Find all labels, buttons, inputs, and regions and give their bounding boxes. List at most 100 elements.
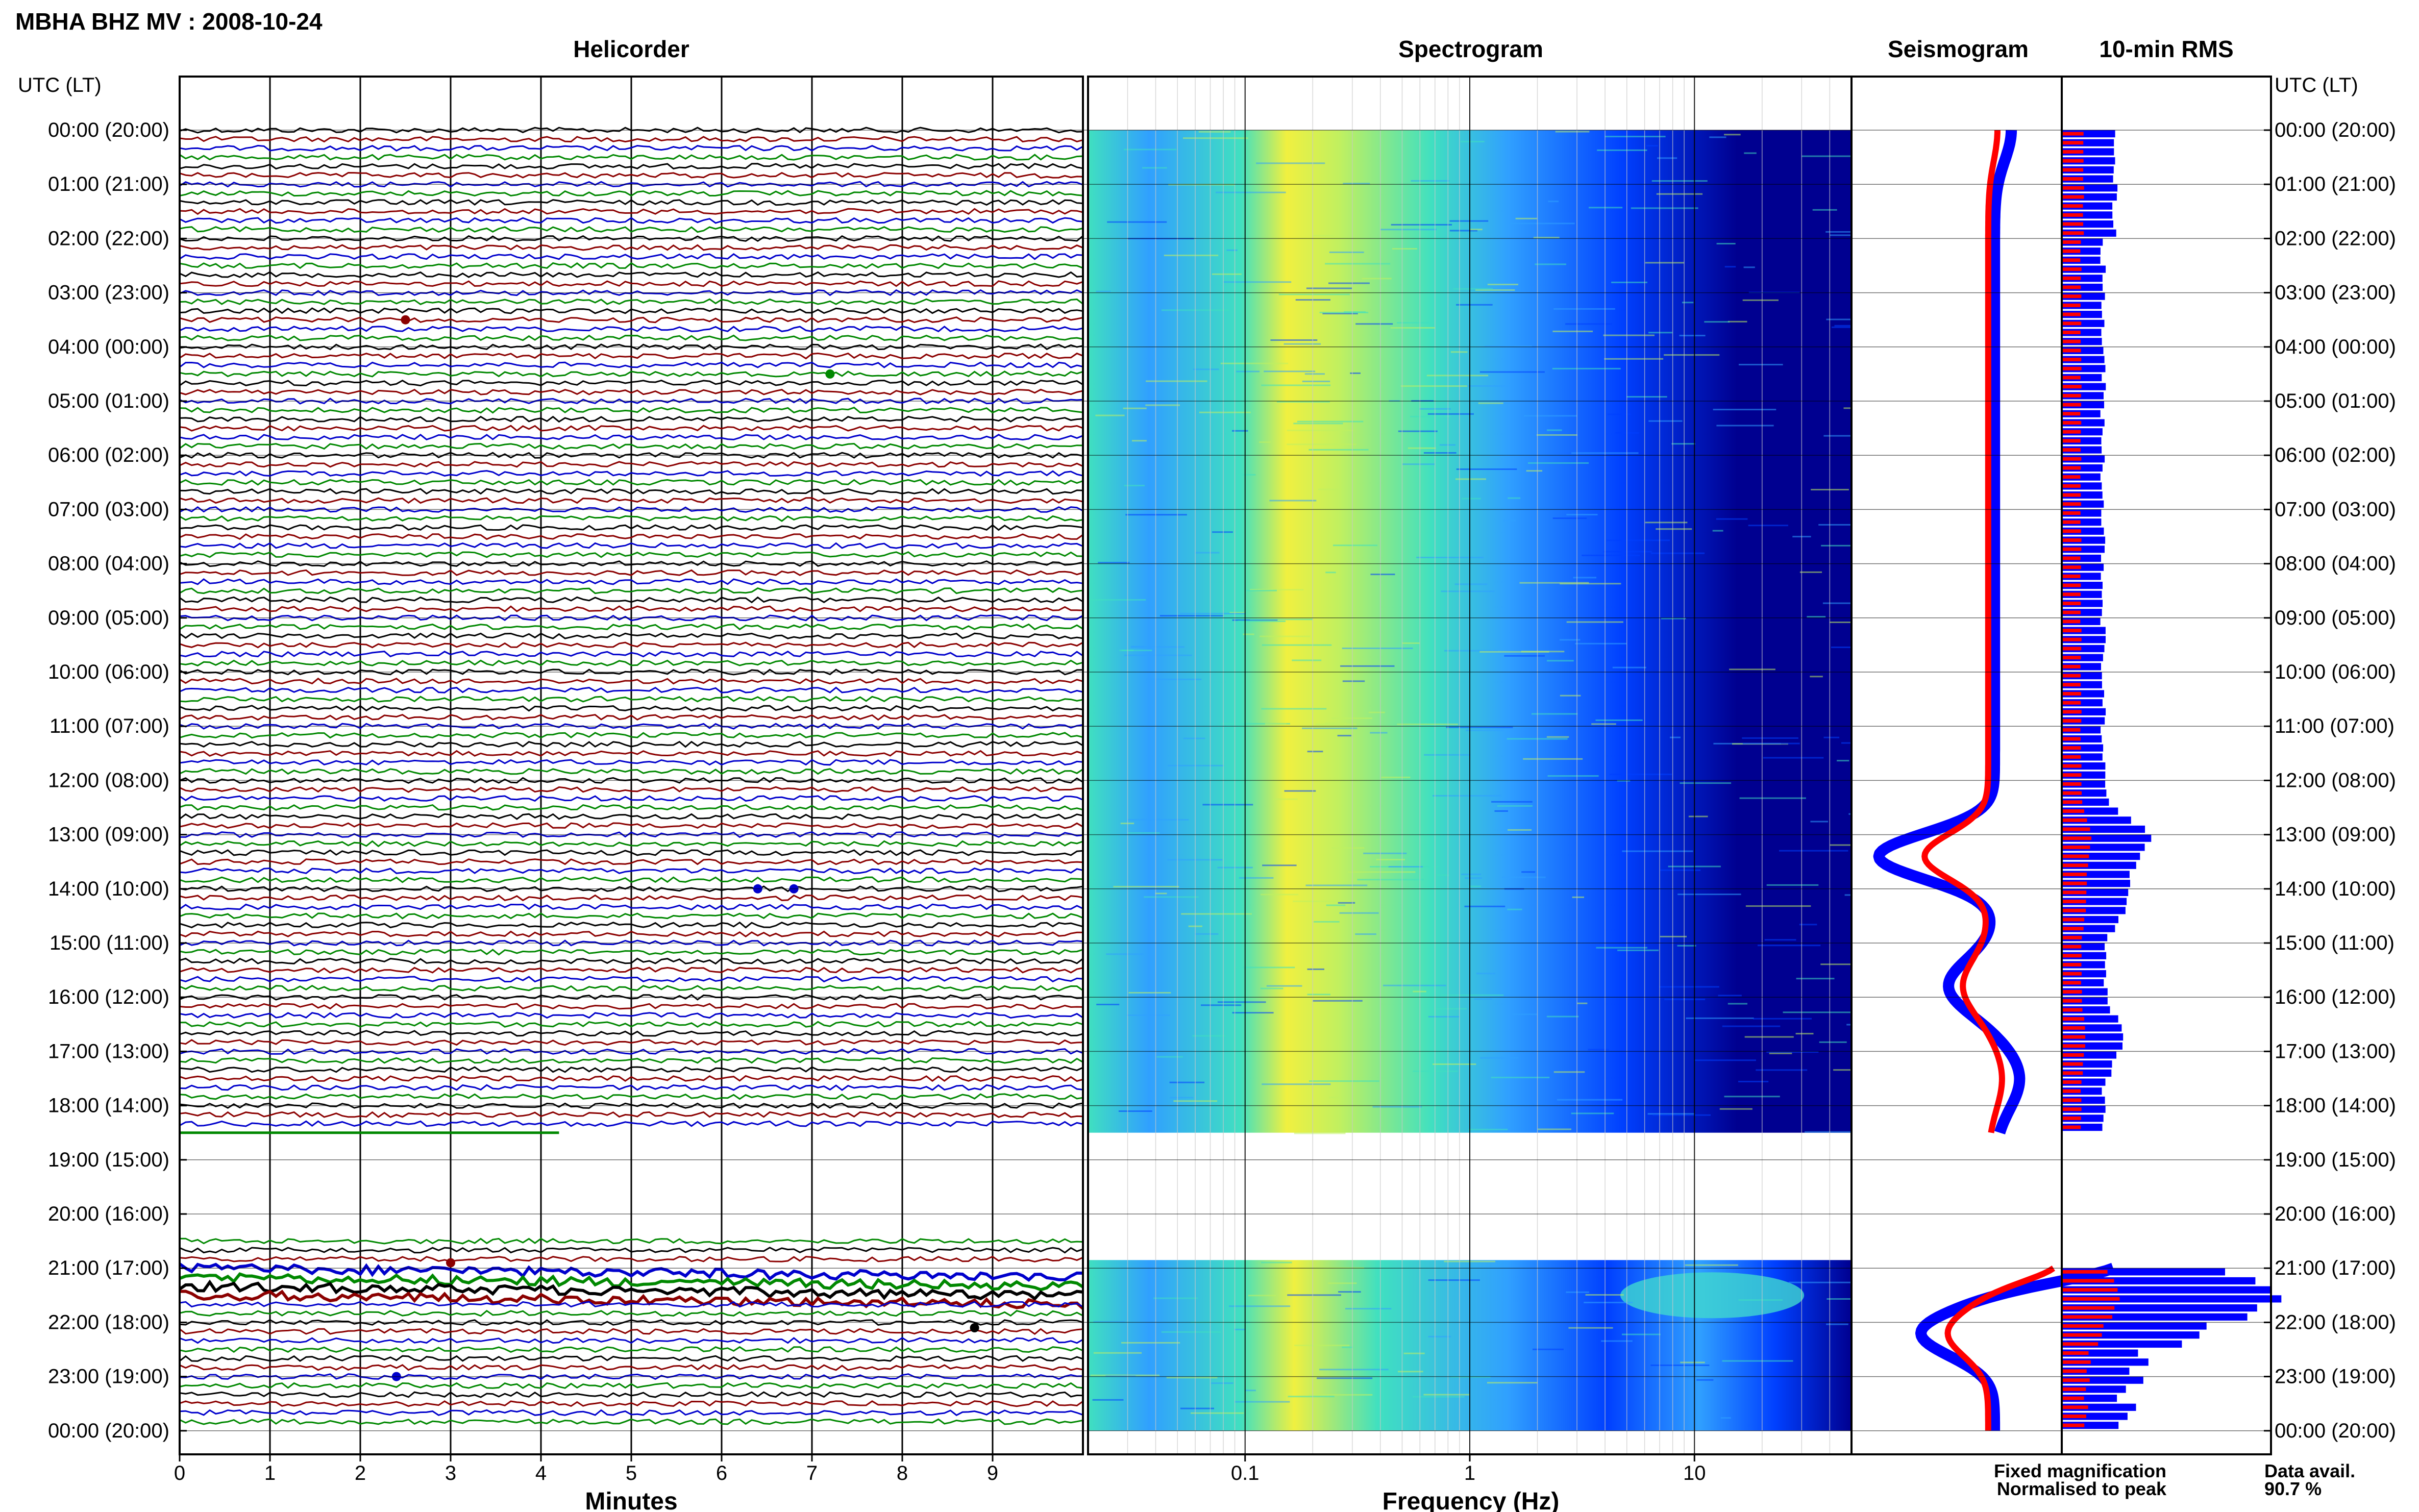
- helicorder-trace: [179, 217, 1083, 224]
- spectrogram-streak: [1328, 282, 1370, 284]
- spectrogram-streak: [1823, 435, 1852, 437]
- spectrogram-streak: [1504, 655, 1545, 657]
- rms-normalised-bar: [2062, 448, 2081, 452]
- time-tick-label-right: 12:00 (08:00): [2275, 769, 2396, 791]
- rms-normalised-bar: [2062, 1080, 2082, 1084]
- rms-normalised-bar: [2062, 195, 2084, 199]
- spectrogram-streak: [1256, 162, 1325, 164]
- helicorder-trace: [179, 1364, 1083, 1371]
- spectrogram-streak: [1604, 358, 1664, 360]
- rms-normalised-bar: [2062, 213, 2083, 217]
- spectrogram-streak: [1434, 874, 1449, 876]
- spectrogram-streak: [1383, 984, 1446, 986]
- spectrogram-streak: [1647, 1113, 1695, 1115]
- spectrogram-streak: [1287, 443, 1356, 445]
- spectrogram-streak: [1096, 290, 1111, 292]
- spectrogram-streak: [1235, 966, 1295, 969]
- helicorder-trace: [179, 759, 1083, 766]
- spectrogram-streak: [1408, 447, 1436, 449]
- rms-normalised-bar: [2062, 1116, 2081, 1120]
- spectrogram-streak: [1124, 654, 1192, 656]
- spectrogram-streak: [1497, 805, 1533, 807]
- rms-normalised-bar: [2062, 601, 2081, 605]
- rms-normalised-bar: [2062, 900, 2086, 904]
- spectrogram-streak: [1368, 711, 1385, 713]
- time-tick-label-right: 04:00 (00:00): [2275, 336, 2396, 358]
- spectrogram-streak: [1820, 963, 1852, 965]
- spectrogram-streak: [1144, 896, 1199, 898]
- helicorder-trace: [179, 569, 1083, 576]
- spectrogram-streak: [1742, 299, 1779, 301]
- spectrogram-streak: [1123, 148, 1177, 151]
- spectrogram-streak: [1729, 668, 1775, 671]
- rms-normalised-bar: [2062, 276, 2081, 280]
- rms-normalised-bar: [2062, 385, 2082, 389]
- spectrogram-streak: [1192, 1035, 1226, 1037]
- helicorder-trace: [179, 1391, 1083, 1398]
- spectrogram-streak: [1119, 650, 1152, 652]
- rms-normalised-bar: [2062, 430, 2081, 434]
- helicorder-trace: [179, 614, 1083, 622]
- spectrogram-streak: [1502, 876, 1546, 878]
- spectrogram-streak: [1260, 987, 1283, 989]
- rms-normalised-bar: [2062, 186, 2084, 190]
- spectrogram-streak: [1284, 790, 1316, 792]
- helicorder-trace: [179, 740, 1083, 748]
- rms-panel: [2062, 130, 2282, 1429]
- rms-normalised-bar: [2062, 1351, 2089, 1355]
- rms-normalised-bar: [2062, 800, 2083, 804]
- time-tick-label-right: 08:00 (04:00): [2275, 553, 2396, 575]
- spectrogram-streak: [1467, 385, 1511, 387]
- spectrogram-streak: [1659, 986, 1719, 988]
- spectrogram-streak: [1199, 411, 1251, 413]
- spectrogram-streak: [1223, 281, 1292, 283]
- spectrogram-streak: [1742, 737, 1798, 739]
- spectrogram-streak: [1376, 859, 1405, 860]
- rms-normalised-bar: [2062, 845, 2090, 849]
- spectrogram-streak: [1118, 1110, 1152, 1112]
- spectrogram-streak: [1309, 1394, 1373, 1396]
- helicorder-event: [825, 369, 835, 379]
- rms-normalised-bar: [2062, 755, 2081, 759]
- rms-normalised-bar: [2062, 918, 2085, 922]
- rms-normalised-bar: [2062, 683, 2081, 687]
- spectrogram-streak: [1548, 201, 1559, 203]
- spectrogram-streak: [1566, 514, 1598, 515]
- rms-normalised-bar: [2062, 746, 2081, 750]
- rms-normalised-bar: [2062, 1062, 2083, 1066]
- spectrogram-streak: [1680, 1361, 1705, 1364]
- helicorder-trace: [179, 831, 1083, 838]
- spectrogram-streak: [1307, 968, 1324, 970]
- helicorder-panel: [179, 77, 1084, 1454]
- time-tick-label-left: 11:00 (07:00): [50, 715, 169, 737]
- time-tick-label-left: 19:00 (15:00): [48, 1149, 169, 1171]
- spectrogram-streak: [1403, 1352, 1425, 1354]
- spectrogram-streak: [1584, 1302, 1633, 1303]
- spectrogram-streak: [1533, 237, 1560, 239]
- spectrogram-streak: [1720, 1417, 1731, 1419]
- helicorder-trace: [179, 1355, 1083, 1362]
- spectrogram-streak: [1568, 1327, 1613, 1329]
- helicorder-trace: [180, 1237, 1083, 1245]
- spectrogram-streak: [1679, 335, 1706, 337]
- spectrogram-streak: [1466, 729, 1504, 731]
- spectrogram-streak: [1743, 266, 1755, 268]
- time-tick-label-right: 01:00 (21:00): [2275, 173, 2396, 195]
- spectrogram-streak: [1319, 312, 1369, 313]
- helicorder-trace: [179, 976, 1083, 983]
- spectrogram-streak: [1428, 1335, 1451, 1337]
- spectrogram-streak: [1166, 1377, 1218, 1379]
- spectrogram-streak: [1823, 736, 1840, 738]
- helicorder-trace: [179, 271, 1083, 278]
- helicorder-trace: [179, 984, 1083, 992]
- spectrogram-streak: [1261, 894, 1299, 896]
- spectrogram-streak: [1423, 452, 1457, 454]
- helicorder-trace: [179, 1066, 1083, 1073]
- spectrogram-streak: [1696, 1379, 1714, 1381]
- spectrogram-streak: [1724, 266, 1736, 268]
- spectrogram-streak: [1837, 760, 1849, 762]
- time-tick-label-left: 16:00 (12:00): [48, 986, 169, 1008]
- spectrogram-streak: [1372, 1106, 1422, 1108]
- spectrogram-streak: [1262, 864, 1297, 866]
- spectrogram-streak: [1402, 642, 1420, 644]
